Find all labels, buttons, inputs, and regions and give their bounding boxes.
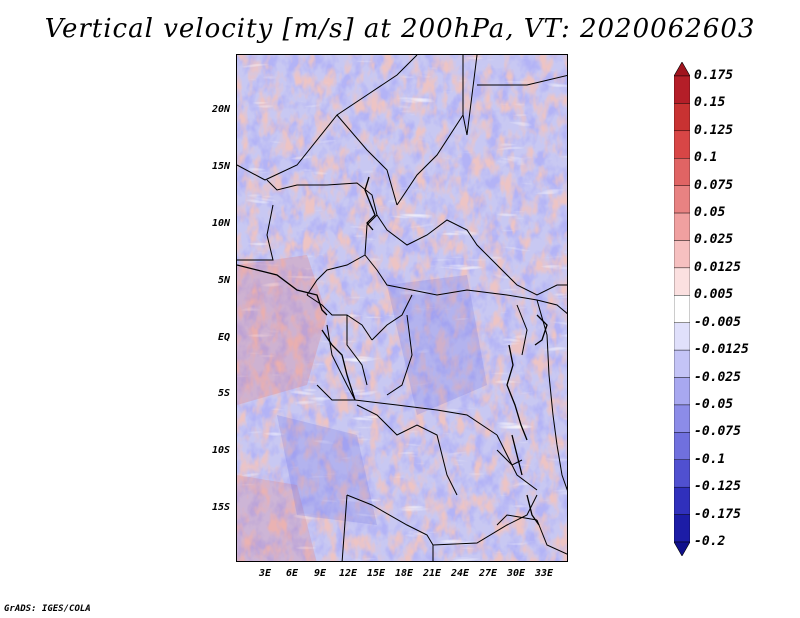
lon-label-9e: 9E: [313, 568, 327, 579]
footer-credit: GrADS: IGES/COLA: [4, 604, 91, 614]
colorbar-segment: [674, 185, 690, 214]
colorbar-segment: [674, 349, 690, 378]
colorbar-tick-label: -0.125: [694, 479, 741, 495]
lon-label-3e: 3E: [258, 568, 272, 579]
colorbar-tick-label: -0.1: [694, 451, 726, 467]
colorbar-tick-label: 0.075: [694, 177, 734, 193]
colorbar-segment: [674, 240, 690, 269]
lon-label-12e: 12E: [338, 568, 358, 579]
lon-label-21e: 21E: [422, 568, 442, 579]
colorbar-tick-label: -0.005: [694, 314, 741, 330]
colorbar-segment: [674, 295, 690, 323]
colorbar-segment: [674, 158, 690, 186]
colorbar-segment: [674, 62, 690, 77]
colorbar-tick-label: -0.0125: [694, 342, 749, 358]
colorbar-tick-label: -0.025: [694, 369, 741, 385]
colorbar-segment: [674, 75, 690, 104]
lat-label-10n: 10N: [211, 218, 230, 229]
colorbar-tick-label: -0.075: [694, 424, 741, 440]
country-boundaries: [237, 55, 567, 561]
colorbar-segment: [674, 130, 690, 159]
colorbar-segment: [674, 541, 690, 556]
colorbar-tick-label: 0.125: [694, 122, 734, 138]
colorbar-tick-label: -0.175: [694, 506, 741, 522]
lat-label-5n: 5N: [217, 275, 230, 286]
lon-label-30e: 30E: [506, 568, 526, 579]
colorbar-tick-label: 0.005: [694, 287, 734, 303]
colorbar-tick-label: 0.0125: [694, 259, 741, 275]
map-panel: [236, 54, 568, 562]
lat-label-15n: 15N: [211, 161, 230, 172]
lon-label-24e: 24E: [450, 568, 470, 579]
colorbar-segment: [674, 322, 690, 351]
colorbar-segment: [674, 459, 690, 488]
lon-label-27e: 27E: [478, 568, 498, 579]
colorbar-segment: [674, 432, 690, 460]
vertical-velocity-field: [237, 55, 567, 561]
colorbar-tick-label: 0.05: [694, 205, 726, 221]
colorbar-tick-label: -0.2: [694, 534, 726, 549]
colorbar-segment: [674, 267, 690, 296]
colorbar-segment: [674, 103, 690, 132]
map-title: Vertical velocity [m/s] at 200hPa, VT: 2…: [44, 14, 756, 44]
lat-label-10s: 10S: [211, 445, 230, 456]
lon-label-18e: 18E: [394, 568, 414, 579]
lat-label-eq: EQ: [217, 332, 230, 343]
colorbar-tick-label: -0.05: [694, 396, 734, 412]
lon-label-33e: 33E: [534, 568, 554, 579]
colorbar-segment: [674, 404, 690, 433]
colorbar-tick-label: 0.025: [694, 232, 734, 248]
lat-label-5s: 5S: [217, 388, 230, 399]
colorbar-segment: [674, 212, 690, 241]
colorbar-segment: [674, 486, 690, 515]
colorbar: [674, 62, 690, 556]
colorbar-tick-label: 0.175: [694, 68, 734, 83]
lon-label-15e: 15E: [366, 568, 386, 579]
colorbar-tick-label: 0.15: [694, 95, 726, 111]
lat-label-15s: 15S: [211, 502, 230, 513]
colorbar-segment: [674, 514, 690, 543]
colorbar-segment: [674, 377, 690, 406]
lat-label-20n: 20N: [211, 104, 230, 115]
colorbar-tick-label: 0.1: [694, 150, 718, 166]
lon-label-6e: 6E: [285, 568, 299, 579]
